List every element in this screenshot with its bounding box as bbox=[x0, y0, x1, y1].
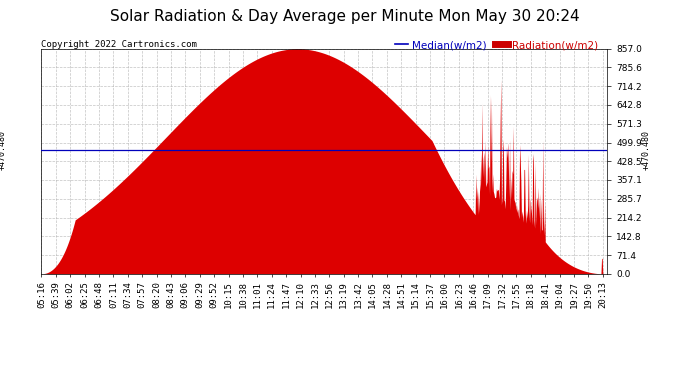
Text: +470.480: +470.480 bbox=[0, 130, 7, 170]
Text: +470.480: +470.480 bbox=[642, 130, 651, 170]
Text: Copyright 2022 Cartronics.com: Copyright 2022 Cartronics.com bbox=[41, 40, 197, 49]
Text: Solar Radiation & Day Average per Minute Mon May 30 20:24: Solar Radiation & Day Average per Minute… bbox=[110, 9, 580, 24]
Legend: Median(w/m2), Radiation(w/m2): Median(w/m2), Radiation(w/m2) bbox=[391, 36, 602, 54]
